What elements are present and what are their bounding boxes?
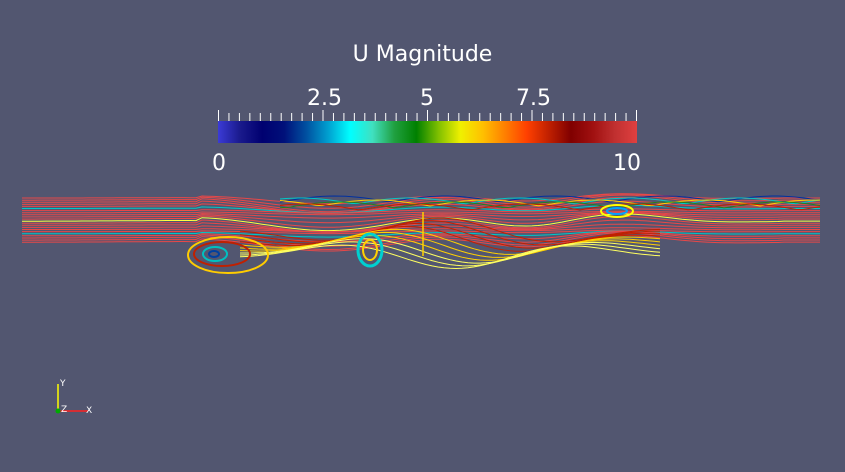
legend-title: U Magnitude xyxy=(352,42,493,67)
legend-tick-5: 5 xyxy=(420,86,434,111)
orientation-axes: Y Z X xyxy=(55,379,92,416)
streamline-upper xyxy=(279,203,821,211)
streamline xyxy=(22,229,820,235)
streamline xyxy=(22,210,820,216)
streamline-lower xyxy=(239,241,661,267)
streamline xyxy=(22,231,820,247)
streamline xyxy=(22,230,820,238)
vortex-right-inner xyxy=(606,207,628,215)
streamline xyxy=(22,234,820,252)
vortex-group xyxy=(187,204,634,274)
streamline-upper xyxy=(279,195,821,203)
vortex-center xyxy=(356,232,384,268)
streamline-upper xyxy=(279,197,821,205)
vortex-left-inner xyxy=(202,246,228,262)
streamline xyxy=(22,211,820,224)
streamlines-group xyxy=(22,193,821,270)
streamline-lower xyxy=(239,244,661,270)
axis-x-label: X xyxy=(86,406,92,416)
vortex-left-core xyxy=(208,250,220,258)
streamline xyxy=(22,227,820,233)
axis-y-label: Y xyxy=(59,379,66,389)
streamline-lower xyxy=(240,238,661,264)
streamline-upper xyxy=(279,201,821,209)
vortex-left-mid xyxy=(193,241,251,267)
streamline xyxy=(22,212,820,228)
streamline-lower xyxy=(239,217,661,243)
vortex-left-outer xyxy=(187,236,269,274)
vortex-center-inner xyxy=(362,239,378,261)
vortex-right xyxy=(600,204,634,218)
streamline xyxy=(22,230,820,243)
color-legend-bar xyxy=(218,121,637,143)
legend-min-label: 0 xyxy=(212,151,226,176)
streamline-upper xyxy=(279,199,821,207)
axis-z-label: Z xyxy=(61,405,67,415)
streamline xyxy=(22,208,820,214)
legend-tick-2-5: 2.5 xyxy=(307,86,342,111)
legend-tick-7-5: 7.5 xyxy=(516,86,551,111)
streamline xyxy=(22,204,820,214)
colorbar-ticks xyxy=(218,110,637,121)
legend-max-label: 10 xyxy=(613,151,641,176)
streamline xyxy=(22,211,820,219)
streamline xyxy=(22,223,820,233)
